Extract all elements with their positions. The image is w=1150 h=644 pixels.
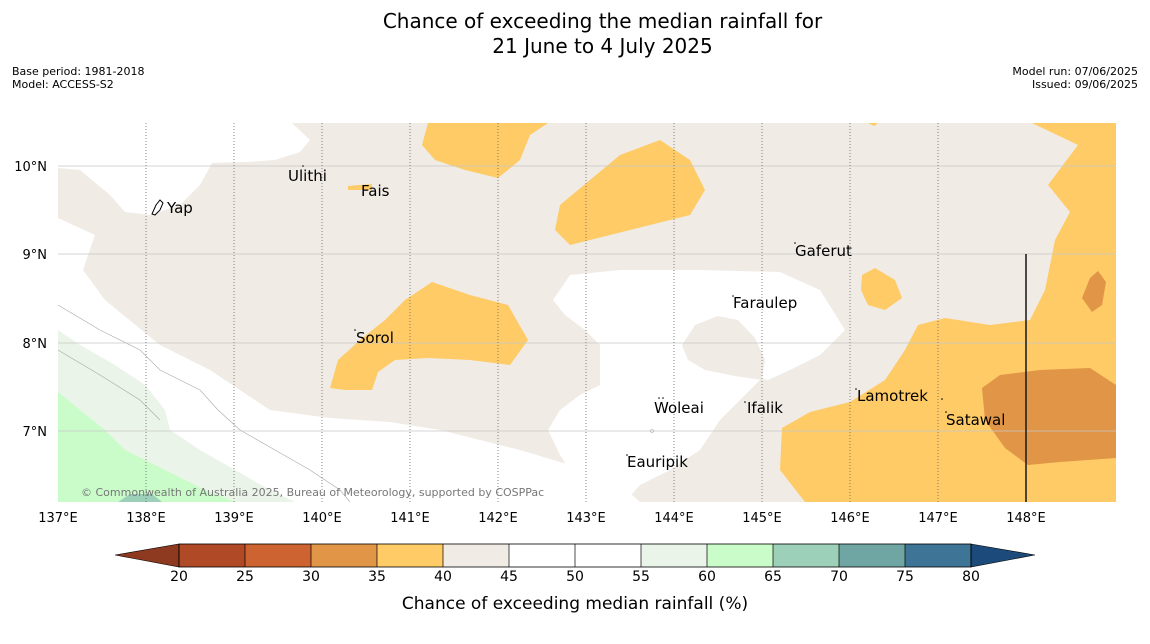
colorbar-bin-70-75 [839,544,905,567]
colorbar-tick-25: 25 [236,569,254,585]
lon-label-138e: 138°E [126,511,166,526]
issued-date: Issued: 09/06/2025 [1031,78,1138,91]
colorbar-bin-55-60 [641,544,707,567]
colorbar-tick-30: 30 [302,569,320,585]
lon-label-147e: 147°E [918,511,958,526]
colorbar-tick-75: 75 [896,569,914,585]
lon-label-143e: 143°E [566,511,606,526]
map-panel: Ulithi Fais Yap Gaferut Faraulep Sorol W… [58,123,1116,502]
label-fais: Fais [361,182,390,200]
region-40-45-central-island [682,316,765,380]
region-30-35-east [982,368,1116,465]
label-eauripik: Eauripik [627,453,688,471]
lat-label-10n: 10°N [14,160,47,175]
lon-label-145e: 145°E [742,511,782,526]
colorbar-bin-40-45 [443,544,509,567]
label-faraulep: Faraulep [733,294,797,312]
atoll-markers [302,165,947,456]
contour-line-2 [58,349,161,421]
copyright-notice: © Commonwealth of Australia 2025, Bureau… [81,486,544,499]
colorbar-tick-80: 80 [962,569,980,585]
lon-label-139e: 139°E [214,511,254,526]
colorbar-bin-60-65 [707,544,773,567]
lon-label-140e: 140°E [302,511,342,526]
label-yap: Yap [166,199,193,217]
colorbar-bin-65-70 [773,544,839,567]
region-30-35-small [1082,271,1106,312]
chart-title: Chance of exceeding the median rainfall … [0,9,1150,59]
meta-left: Base period: 1981-2018 Model: ACCESS-S2 [12,65,144,91]
region-35-40-fais [348,184,372,190]
colorbar-bin-45-50 [509,544,575,567]
yap-island [151,199,164,216]
region-65-70 [118,494,162,502]
latitude-labels: 10°N 9°N 8°N 7°N [14,160,47,440]
lon-label-142e: 142°E [478,511,518,526]
lat-label-8n: 8°N [23,337,48,352]
label-ifalik: Ifalik [747,399,783,417]
colorbar [114,543,1036,568]
region-35-40-tiny [868,123,878,126]
base-period: Base period: 1981-2018 [12,65,145,78]
region-35-40-sorol [330,282,528,390]
colorbar-bin-25-30 [245,544,311,567]
label-satawal: Satawal [946,411,1005,429]
colorbar-tick-70: 70 [830,569,848,585]
label-gaferut: Gaferut [795,242,852,260]
lon-label-146e: 146°E [830,511,870,526]
small-atoll-ring [650,429,654,433]
lat-label-7n: 7°N [23,425,48,440]
colorbar-tick-60: 60 [698,569,716,585]
meta-right: Model run: 07/06/2025 Issued: 09/06/2025 [1012,65,1138,91]
label-woleai: Woleai [654,399,704,417]
region-35-40-gaferut-east [861,268,902,310]
label-sorol: Sorol [356,329,394,347]
lon-label-144e: 144°E [654,511,694,526]
lat-label-9n: 9°N [23,248,48,263]
place-labels: Ulithi Fais Yap Gaferut Faraulep Sorol W… [166,167,1005,471]
lon-label-148e: 148°E [1006,511,1046,526]
label-lamotrek: Lamotrek [857,387,928,405]
colorbar-tick-20: 20 [170,569,188,585]
colorbar-tick-35: 35 [368,569,386,585]
title-line-1: Chance of exceeding the median rainfall … [382,9,823,33]
colorbar-frame [178,543,972,568]
region-35-40-north [422,123,548,178]
colorbar-bin-75-80 [905,544,971,567]
colorbar-over-arrow [970,543,1036,568]
colorbar-under-arrow [114,543,180,568]
region-45-55-northwest [58,123,310,215]
colorbar-tick-50: 50 [566,569,584,585]
title-line-2: 21 June to 4 July 2025 [492,34,713,58]
colorbar-tick-65: 65 [764,569,782,585]
colorbar-label: Chance of exceeding median rainfall (%) [401,594,749,614]
lon-label-141e: 141°E [390,511,430,526]
region-45-55-central [548,270,845,502]
colorbar-bin-30-35 [311,544,377,567]
colorbar-bin-50-55 [575,544,641,567]
label-ulithi: Ulithi [288,167,327,185]
lon-label-137e: 137°E [38,511,78,526]
model-run: Model run: 07/06/2025 [1012,65,1138,78]
colorbar-tick-40: 40 [434,569,452,585]
colorbar-tick-45: 45 [500,569,518,585]
colorbar-tick-55: 55 [632,569,650,585]
model-name: Model: ACCESS-S2 [12,78,114,91]
region-60-65 [58,392,235,502]
longitude-gridlines [145,123,939,502]
colorbar-bin-35-40 [377,544,443,567]
colorbar-bin-20-25 [179,544,245,567]
